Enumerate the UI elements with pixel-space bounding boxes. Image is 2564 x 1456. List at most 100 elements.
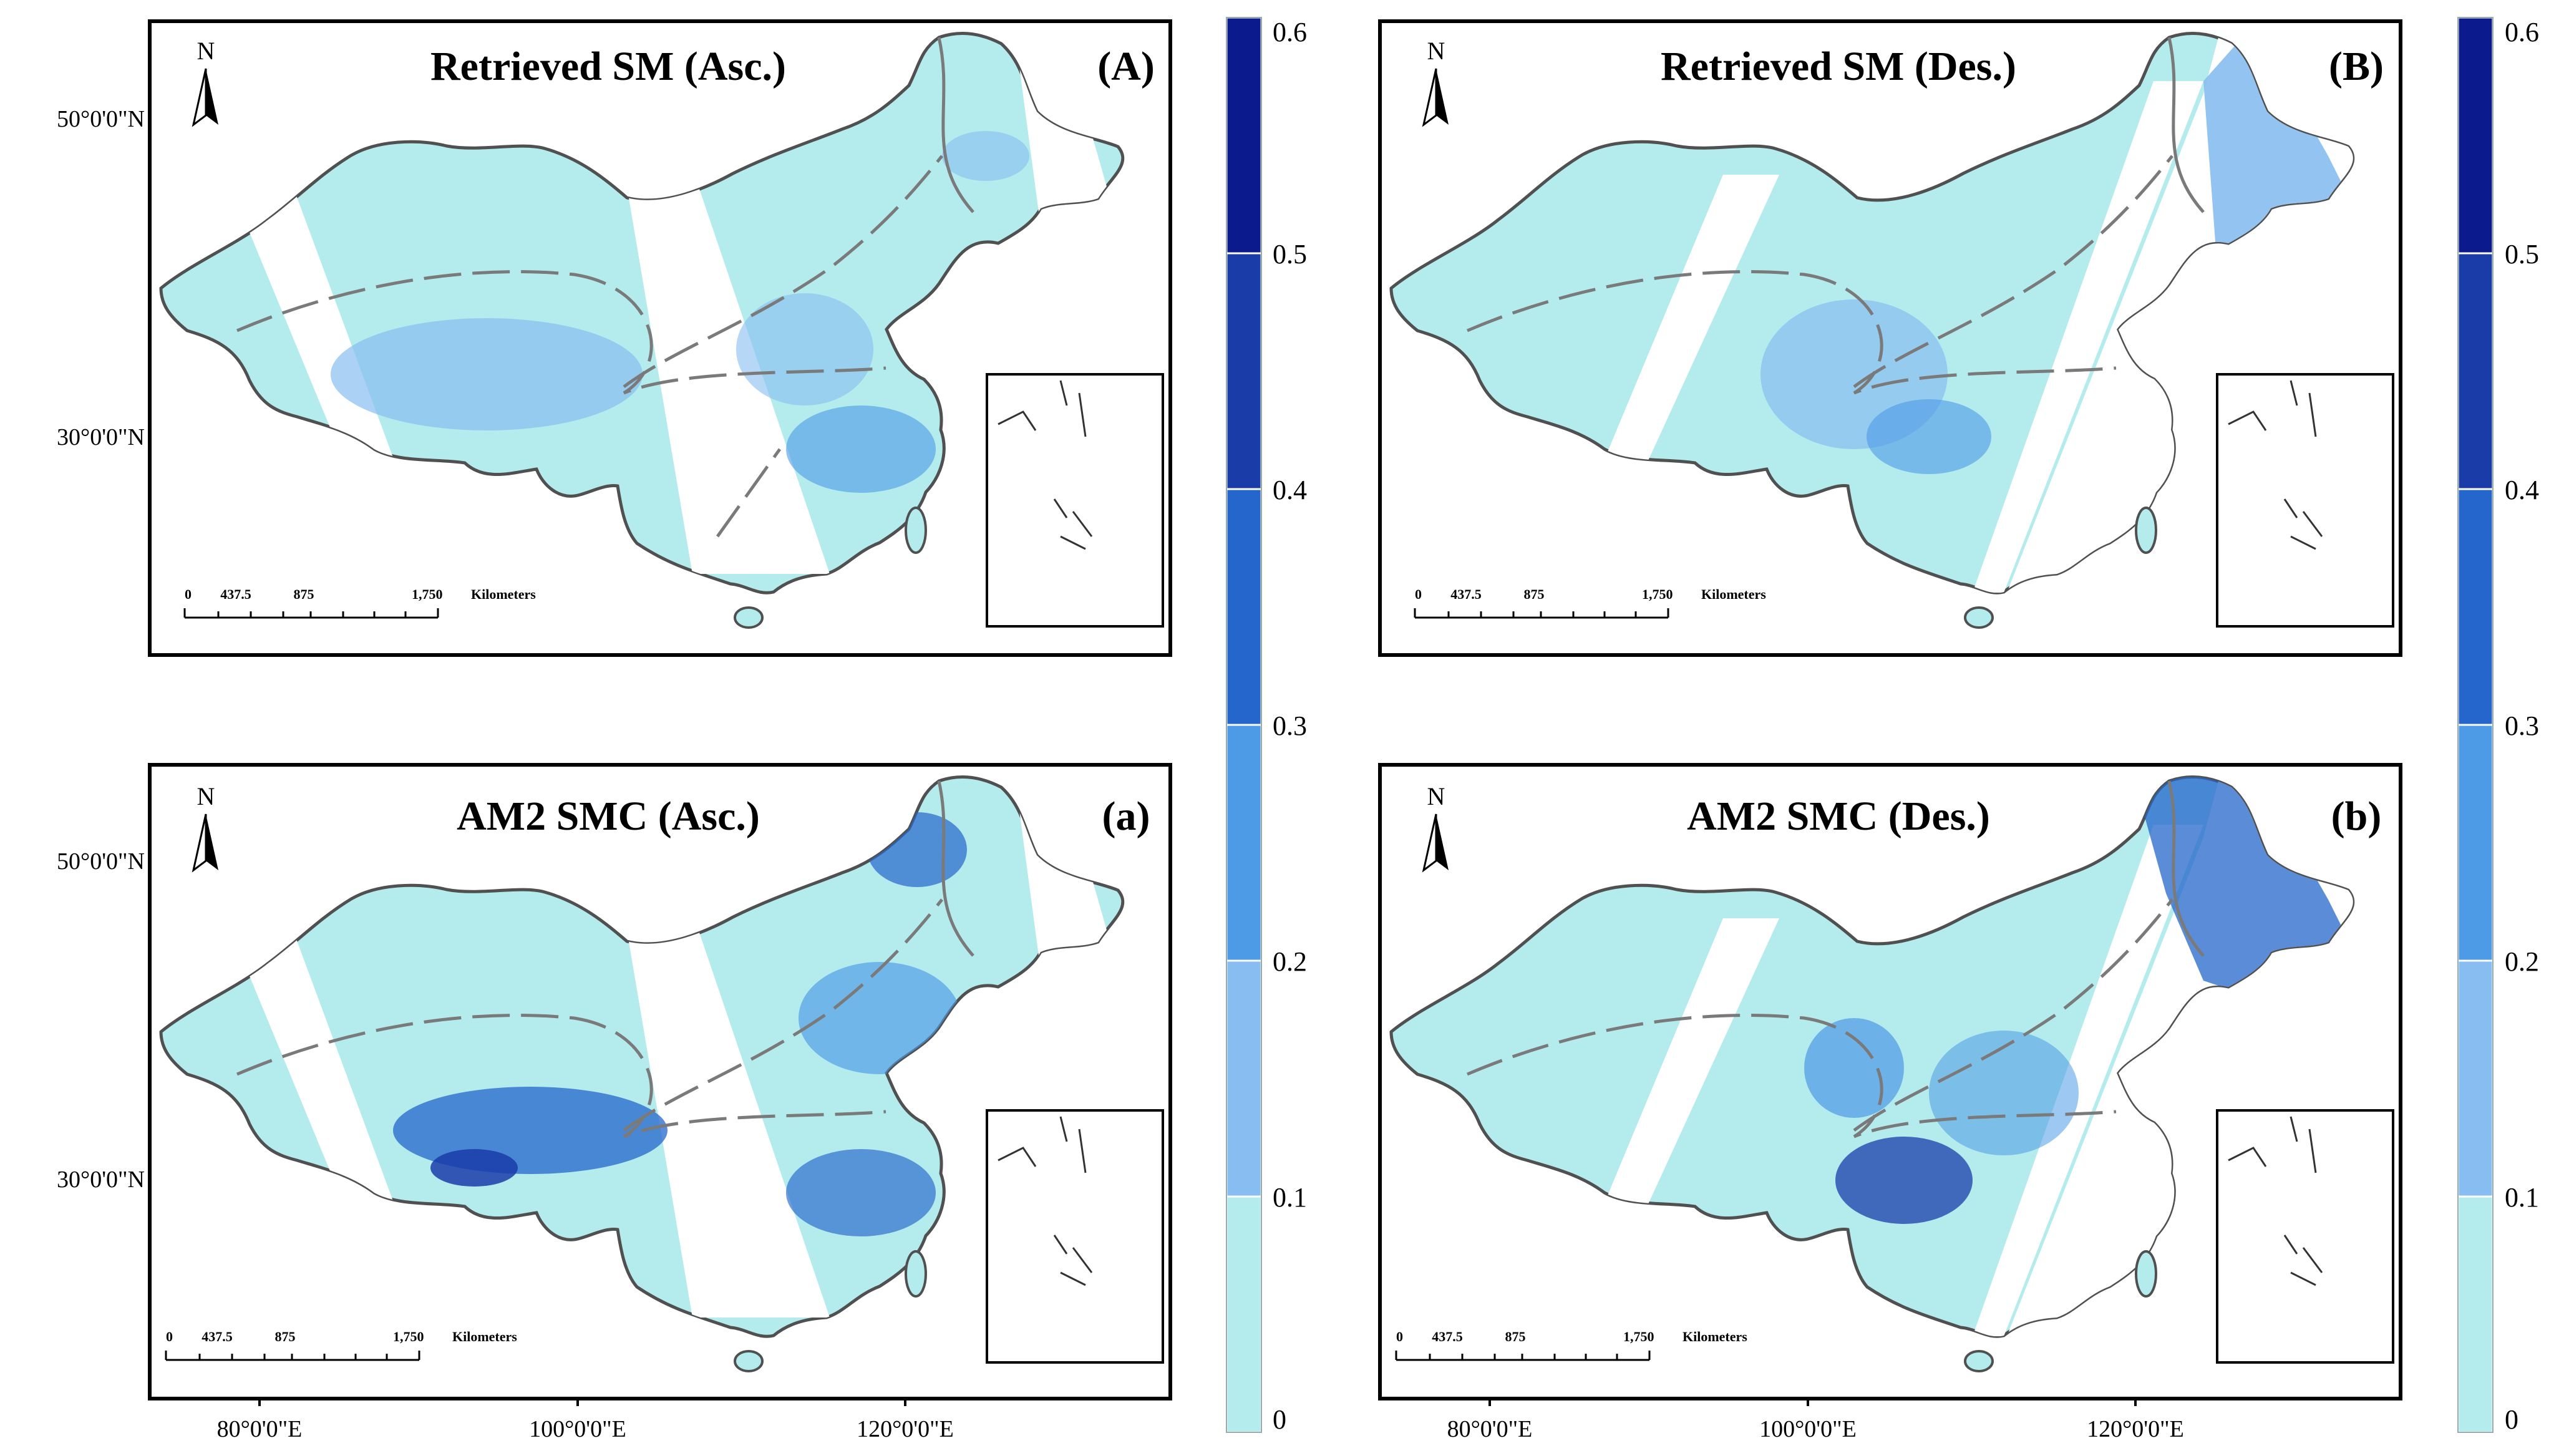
colorbar-tick-label: 0.5 bbox=[1273, 239, 1307, 269]
colorbar-bin bbox=[2457, 724, 2494, 962]
colorbar-bin bbox=[1225, 16, 1263, 255]
north-label: N bbox=[197, 37, 215, 65]
lon-label: 100°0'0"E bbox=[529, 1416, 626, 1442]
south-china-sea-inset bbox=[2216, 373, 2394, 628]
colorbar-bin bbox=[1225, 959, 1263, 1198]
colorbar-tick-label: 0.2 bbox=[1273, 946, 1307, 977]
colorbar-tick-label: 0.4 bbox=[2505, 475, 2539, 505]
north-label: N bbox=[197, 782, 215, 810]
wet-region bbox=[430, 1149, 518, 1187]
svg-text:1,750: 1,750 bbox=[412, 586, 443, 602]
colorbar-bin bbox=[2457, 488, 2494, 726]
scale-bar: 0 437.5 875 1,750 Kilometers bbox=[165, 1329, 517, 1361]
colorbar-tick-label: 0 bbox=[2505, 1404, 2518, 1435]
north-label: N bbox=[1427, 37, 1445, 65]
colorbar-bin bbox=[2457, 16, 2494, 255]
climate-zone-line bbox=[937, 37, 974, 213]
climate-zone-line bbox=[623, 155, 943, 389]
colorbar-bin bbox=[1225, 724, 1263, 962]
panel-label: (A) bbox=[1097, 44, 1155, 89]
svg-text:Kilometers: Kilometers bbox=[1701, 586, 1766, 602]
north-arrow: N bbox=[192, 37, 218, 127]
panel-label: (a) bbox=[1102, 794, 1150, 839]
colorbar-frame bbox=[2457, 17, 2494, 1433]
wet-region bbox=[736, 293, 873, 405]
colorbar-tick-label: 0.4 bbox=[1273, 475, 1307, 505]
colorbar-bin bbox=[1225, 488, 1263, 726]
lon-labels: 80°0'0"E 100°0'0"E 120°0'0"E 80°0'0"E 10… bbox=[217, 1399, 2184, 1442]
swath-gap-east bbox=[627, 187, 830, 574]
lon-label: 120°0'0"E bbox=[2087, 1416, 2184, 1442]
panel-a: N AM2 SMC (Asc.) (a) 0 437.5 875 1,750 K… bbox=[148, 763, 1172, 1400]
colorbar-tick-label: 0.1 bbox=[2505, 1182, 2539, 1213]
svg-text:1,750: 1,750 bbox=[393, 1329, 424, 1344]
panel-A: N Retrieved SM (Asc.) (A) 0 437.5 875 1,… bbox=[148, 19, 1172, 657]
lon-label: 120°0'0"E bbox=[857, 1416, 954, 1442]
south-china-sea-inset bbox=[2216, 1109, 2394, 1364]
colorbar-tick-label: 0.6 bbox=[1273, 17, 1307, 47]
north-arrow: N bbox=[1422, 782, 1449, 873]
colorbar-bin bbox=[2457, 252, 2494, 490]
lon-label: 100°0'0"E bbox=[1759, 1416, 1857, 1442]
lon-label: 80°0'0"E bbox=[217, 1416, 303, 1442]
scale-bar: 0 437.5 875 1,750 Kilometers bbox=[1395, 1329, 1747, 1361]
wet-region bbox=[331, 318, 643, 430]
north-arrow: N bbox=[1422, 37, 1449, 127]
panel-label: (B) bbox=[2329, 44, 2384, 89]
colorbar-tick-label: 0.6 bbox=[2505, 17, 2539, 47]
colorbar-bin bbox=[2457, 1195, 2494, 1434]
wet-region bbox=[942, 131, 1029, 181]
climate-zone-line bbox=[716, 448, 782, 538]
hainan-island bbox=[734, 606, 764, 629]
colorbar-tick-label: 0.1 bbox=[1273, 1182, 1307, 1213]
north-label: N bbox=[1427, 782, 1445, 810]
wet-region bbox=[1867, 399, 1991, 474]
colorbar-frame bbox=[1226, 17, 1262, 1433]
svg-text:437.5: 437.5 bbox=[1450, 586, 1482, 602]
climate-zone-line bbox=[236, 270, 886, 395]
panel-title: AM2 SMC (Des.) bbox=[1687, 794, 1990, 839]
wet-region-ne bbox=[2135, 777, 2353, 1006]
china-map-a bbox=[161, 769, 1123, 1372]
svg-text:875: 875 bbox=[294, 586, 314, 602]
svg-text:875: 875 bbox=[275, 1329, 296, 1344]
lat-label: 30°0'0"N bbox=[57, 424, 145, 450]
north-arrow: N bbox=[192, 782, 218, 873]
swath-gap-west bbox=[1598, 175, 1779, 474]
lat-label: 30°0'0"N bbox=[57, 1167, 145, 1193]
svg-text:875: 875 bbox=[1505, 1329, 1526, 1344]
svg-text:437.5: 437.5 bbox=[202, 1329, 233, 1344]
colorbar-tick-label: 0 bbox=[1273, 1404, 1286, 1435]
svg-text:437.5: 437.5 bbox=[220, 586, 251, 602]
panel-label: (b) bbox=[2331, 794, 2382, 839]
svg-text:437.5: 437.5 bbox=[1432, 1329, 1463, 1344]
colorbar-right: 0.6 0.5 0.4 0.3 0.2 0.1 0 bbox=[2457, 16, 2539, 1435]
panel-title: AM2 SMC (Asc.) bbox=[457, 794, 760, 839]
south-china-sea-inset bbox=[986, 373, 1164, 628]
svg-text:1,750: 1,750 bbox=[1642, 586, 1673, 602]
panel-B: N Retrieved SM (Des.) (B) 0 437.5 875 1,… bbox=[1378, 19, 2402, 657]
taiwan-island bbox=[905, 507, 927, 554]
colorbar-bin bbox=[2457, 959, 2494, 1198]
panel-title: Retrieved SM (Des.) bbox=[1661, 44, 2016, 89]
china-map-A bbox=[161, 25, 1123, 629]
colorbar-tick-label: 0.3 bbox=[1273, 711, 1307, 741]
lon-label: 80°0'0"E bbox=[1447, 1416, 1533, 1442]
scale-bar: 0 437.5 875 1,750 Kilometers bbox=[1414, 586, 1766, 619]
wet-region bbox=[786, 405, 936, 493]
svg-text:Kilometers: Kilometers bbox=[1683, 1329, 1747, 1344]
colorbar-tick-label: 0.2 bbox=[2505, 946, 2539, 977]
colorbar-tick-label: 0.5 bbox=[2505, 239, 2539, 269]
colorbar-left: 0.6 0.5 0.4 0.3 0.2 0.1 0 bbox=[1225, 16, 1307, 1435]
svg-text:1,750: 1,750 bbox=[1623, 1329, 1654, 1344]
colorbar-bin bbox=[1225, 1195, 1263, 1434]
lat-label: 50°0'0"N bbox=[57, 106, 145, 132]
swath-gap-east bbox=[1973, 81, 2203, 593]
svg-text:875: 875 bbox=[1524, 586, 1545, 602]
wet-region bbox=[1835, 1137, 1973, 1224]
svg-text:0: 0 bbox=[1396, 1329, 1403, 1344]
scale-bar: 0 437.5 875 1,750 Kilometers bbox=[183, 586, 536, 619]
south-china-sea-inset bbox=[986, 1109, 1164, 1364]
lat-labels: 50°0'0"N 30°0'0"N 50°0'0"N 30°0'0"N bbox=[57, 106, 145, 1193]
